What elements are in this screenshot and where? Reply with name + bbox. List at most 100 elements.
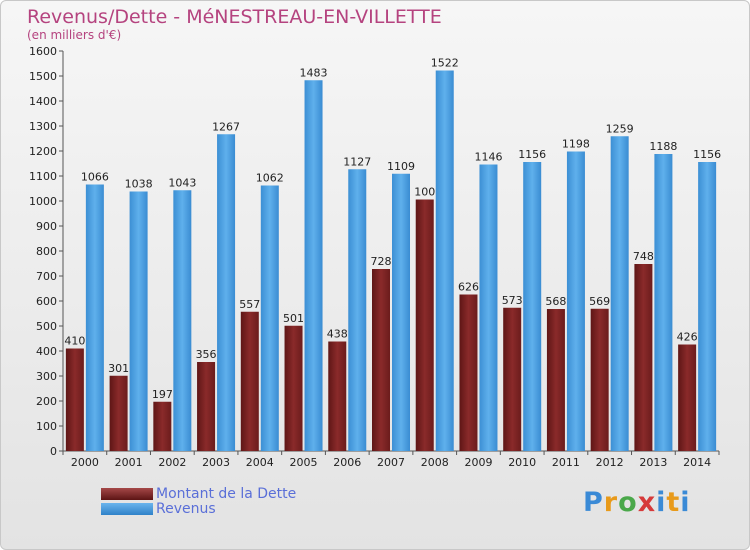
y-tick-label: 1600 bbox=[29, 45, 57, 58]
proxiti-logo: Proxiti bbox=[583, 487, 691, 518]
x-tick-label: 2004 bbox=[246, 456, 274, 469]
x-tick-label: 2001 bbox=[115, 456, 143, 469]
bar-dette bbox=[284, 325, 303, 451]
data-label-revenus: 1062 bbox=[256, 172, 284, 185]
bar-revenus bbox=[260, 185, 279, 451]
y-tick-label: 100 bbox=[36, 420, 57, 433]
bar-revenus bbox=[348, 169, 367, 451]
data-label-dette: 438 bbox=[327, 328, 348, 341]
y-tick-label: 1300 bbox=[29, 120, 57, 133]
logo-letter: o bbox=[618, 487, 638, 518]
data-label-dette: 426 bbox=[677, 331, 698, 344]
bar-dette bbox=[459, 294, 478, 451]
legend-swatch-revenus bbox=[101, 503, 153, 515]
x-tick-label: 2012 bbox=[596, 456, 624, 469]
y-tick-label: 1400 bbox=[29, 95, 57, 108]
bar-dette bbox=[372, 269, 390, 451]
chart-title: Revenus/Dette - MéNESTREAU-EN-VILLETTE bbox=[27, 6, 442, 28]
logo-letter: i bbox=[680, 487, 691, 518]
bar-dette bbox=[634, 264, 653, 451]
bar-revenus bbox=[654, 154, 673, 451]
data-label-revenus: 1188 bbox=[649, 140, 677, 153]
x-tick-label: 2002 bbox=[158, 456, 186, 469]
bar-revenus bbox=[85, 184, 104, 451]
chart-axes: 0 100 200 300 400 500 600 700 800 900 1000 1100 1200… bbox=[29, 45, 720, 469]
bar-revenus bbox=[610, 136, 629, 451]
y-tick-label: 1200 bbox=[29, 145, 57, 158]
x-tick-label: 2006 bbox=[333, 456, 361, 469]
bar-dette bbox=[503, 307, 522, 451]
data-label-revenus: 1259 bbox=[606, 122, 634, 135]
bar-revenus bbox=[173, 190, 192, 451]
y-tick-label: 400 bbox=[36, 345, 57, 358]
logo-letter: i bbox=[656, 487, 667, 518]
y-tick-label: 200 bbox=[36, 395, 57, 408]
data-label-dette: 501 bbox=[283, 312, 304, 325]
bar-revenus bbox=[479, 164, 498, 451]
data-label-revenus: 1127 bbox=[343, 155, 371, 168]
y-tick-label: 0 bbox=[50, 445, 57, 458]
data-label-revenus: 1043 bbox=[168, 176, 196, 189]
data-label-dette: 569 bbox=[589, 295, 610, 308]
data-label-revenus: 1066 bbox=[81, 171, 109, 184]
x-tick-label: 2007 bbox=[377, 456, 405, 469]
data-label-revenus: 1156 bbox=[693, 148, 721, 161]
data-label-revenus: 1109 bbox=[387, 160, 415, 173]
data-label-revenus: 1198 bbox=[562, 138, 590, 151]
y-tick-label: 1100 bbox=[29, 170, 57, 183]
bar-revenus bbox=[129, 191, 148, 451]
logo-letter: t bbox=[666, 487, 681, 518]
y-tick-label: 500 bbox=[36, 320, 57, 333]
bar-dette bbox=[546, 309, 565, 451]
x-tick-label: 2014 bbox=[683, 456, 711, 469]
y-tick-label: 700 bbox=[36, 270, 57, 283]
data-label-dette: 197 bbox=[152, 388, 173, 401]
bar-dette bbox=[197, 362, 216, 451]
bar-revenus bbox=[698, 162, 717, 451]
data-label-revenus: 1038 bbox=[125, 178, 153, 191]
data-label-dette: 100 bbox=[414, 186, 435, 199]
y-tick-label: 800 bbox=[36, 245, 57, 258]
data-label-dette: 410 bbox=[64, 335, 85, 348]
legend-label-dette: Montant de la Dette bbox=[156, 486, 297, 502]
bar-revenus bbox=[435, 70, 454, 451]
y-tick-label: 900 bbox=[36, 220, 57, 233]
logo-letter: x bbox=[637, 487, 657, 518]
data-label-revenus: 1146 bbox=[474, 151, 502, 164]
data-label-dette: 301 bbox=[108, 362, 129, 375]
x-tick-label: 2000 bbox=[71, 456, 99, 469]
x-tick-label: 2003 bbox=[202, 456, 230, 469]
data-label-dette: 748 bbox=[633, 250, 654, 263]
chart-bars bbox=[65, 70, 717, 451]
data-label-dette: 568 bbox=[545, 295, 566, 308]
bar-revenus bbox=[217, 134, 236, 451]
y-tick-label: 300 bbox=[36, 370, 57, 383]
logo-letter: P bbox=[583, 487, 604, 518]
logo-letter: r bbox=[603, 487, 619, 518]
y-tick-label: 1500 bbox=[29, 70, 57, 83]
legend-swatch-dette bbox=[101, 488, 153, 500]
y-tick-label: 1000 bbox=[29, 195, 57, 208]
bar-dette bbox=[109, 375, 128, 451]
data-label-revenus: 1522 bbox=[431, 57, 459, 70]
bar-revenus bbox=[566, 151, 585, 451]
x-tick-label: 2008 bbox=[421, 456, 449, 469]
bar-dette bbox=[153, 401, 172, 451]
chart-data-labels: 410 1066 301 1038 197 1043 356 1267 557 1062 501 14… bbox=[64, 57, 721, 401]
legend-label-revenus: Revenus bbox=[156, 501, 216, 517]
bar-dette bbox=[65, 348, 84, 451]
data-label-revenus: 1267 bbox=[212, 120, 240, 133]
x-tick-label: 2010 bbox=[508, 456, 536, 469]
data-label-dette: 557 bbox=[239, 298, 260, 311]
bar-dette bbox=[328, 341, 347, 451]
data-label-dette: 626 bbox=[458, 281, 479, 294]
chart-subtitle: (en milliers d'€) bbox=[27, 28, 122, 42]
x-tick-label: 2011 bbox=[552, 456, 580, 469]
data-label-dette: 728 bbox=[371, 255, 392, 268]
bar-dette bbox=[240, 311, 259, 451]
y-tick-label: 600 bbox=[36, 295, 57, 308]
bar-revenus bbox=[523, 162, 542, 451]
data-label-dette: 356 bbox=[196, 348, 217, 361]
bar-dette bbox=[678, 344, 697, 451]
